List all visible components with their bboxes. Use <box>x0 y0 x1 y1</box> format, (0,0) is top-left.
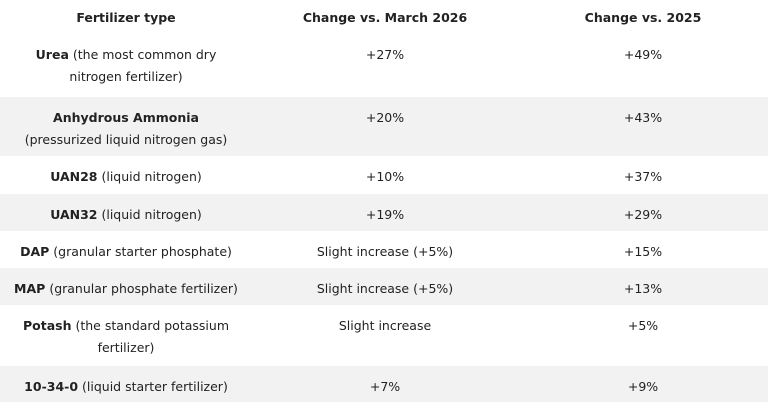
header-cell: Change vs. 2025 <box>584 9 702 25</box>
fertilizer-description: (granular starter phosphate) <box>53 244 232 259</box>
table-header: Fertilizer type Change vs. March 2026 Ch… <box>0 0 768 34</box>
table-row: UAN32 (liquid nitrogen) +19% +29% <box>0 194 768 231</box>
change-march-2026: +7% <box>369 379 401 394</box>
change-2025: +49% <box>623 47 663 62</box>
change-cell: Slight increase (+5%) <box>252 268 518 305</box>
change-cell: +20% <box>252 97 518 156</box>
fertilizer-cell: 10-34-0 (liquid starter fertilizer) <box>0 366 252 402</box>
fertilizer-name: UAN32 <box>50 207 98 222</box>
fertilizer-cell: UAN32 (liquid nitrogen) <box>0 194 252 231</box>
table-row: Potash (the standard potassium fertilize… <box>0 305 768 366</box>
fertilizer-cell: Potash (the standard potassium fertilize… <box>0 305 252 366</box>
fertilizer-name: Anhydrous Ammonia <box>53 110 199 125</box>
table-body: Urea (the most common dry nitrogen ferti… <box>0 34 768 402</box>
change-march-2026: +19% <box>365 207 405 222</box>
change-cell: +15% <box>518 231 768 268</box>
change-cell: +43% <box>518 97 768 156</box>
fertilizer-cell: MAP (granular phosphate fertilizer) <box>0 268 252 305</box>
fertilizer-cell: UAN28 (liquid nitrogen) <box>0 156 252 194</box>
fertilizer-cell: Anhydrous Ammonia (pressurized liquid ni… <box>0 97 252 156</box>
fertilizer-description: (pressurized liquid nitrogen gas) <box>24 132 228 147</box>
fertilizer-name: MAP <box>14 281 46 296</box>
fertilizer-description: (liquid nitrogen) <box>101 207 202 222</box>
fertilizer-name: DAP <box>20 244 50 259</box>
fertilizer-name: Urea <box>35 47 69 62</box>
change-march-2026: +10% <box>365 169 405 184</box>
table-row: Anhydrous Ammonia (pressurized liquid ni… <box>0 97 768 156</box>
fertilizer-name: 10-34-0 <box>24 379 79 394</box>
change-march-2026: +20% <box>365 110 405 125</box>
header-row: Fertilizer type Change vs. March 2026 Ch… <box>0 0 768 34</box>
table-row: DAP (granular starter phosphate) Slight i… <box>0 231 768 268</box>
fertilizer-cell: DAP (granular starter phosphate) <box>0 231 252 268</box>
change-march-2026: Slight increase <box>338 318 432 333</box>
fertilizer-name: Potash <box>22 318 72 333</box>
table-row: 10-34-0 (liquid starter fertilizer) +7% +9… <box>0 366 768 402</box>
change-2025: +15% <box>623 244 663 259</box>
change-march-2026: +27% <box>365 47 405 62</box>
change-march-2026: Slight increase (+5%) <box>316 281 454 296</box>
change-2025: +5% <box>627 318 659 333</box>
change-cell: +49% <box>518 34 768 97</box>
change-cell: +13% <box>518 268 768 305</box>
change-cell: +29% <box>518 194 768 231</box>
fertilizer-description: (granular phosphate fertilizer) <box>49 281 238 296</box>
fertilizer-name: UAN28 <box>50 169 98 184</box>
change-cell: +10% <box>252 156 518 194</box>
table-row: UAN28 (liquid nitrogen) +10% +37% <box>0 156 768 194</box>
change-cell: Slight increase (+5%) <box>252 231 518 268</box>
change-2025: +29% <box>623 207 663 222</box>
header-cell: Change vs. March 2026 <box>302 9 468 25</box>
change-cell: +5% <box>518 305 768 366</box>
change-march-2026: Slight increase (+5%) <box>316 244 454 259</box>
change-cell: +7% <box>252 366 518 402</box>
change-2025: +37% <box>623 169 663 184</box>
change-cell: +27% <box>252 34 518 97</box>
fertilizer-cell: Urea (the most common dry nitrogen ferti… <box>0 34 252 97</box>
change-cell: +9% <box>518 366 768 402</box>
change-2025: +43% <box>623 110 663 125</box>
header-cell: Fertilizer type <box>76 9 176 25</box>
change-cell: +37% <box>518 156 768 194</box>
change-cell: +19% <box>252 194 518 231</box>
change-cell: Slight increase <box>252 305 518 366</box>
change-2025: +9% <box>627 379 659 394</box>
fertilizer-description: (the most common dry nitrogen fertilizer… <box>69 47 217 84</box>
change-2025: +13% <box>623 281 663 296</box>
table-row: Urea (the most common dry nitrogen ferti… <box>0 34 768 97</box>
fertilizer-description: (liquid nitrogen) <box>101 169 202 184</box>
table-row: MAP (granular phosphate fertilizer) Sligh… <box>0 268 768 305</box>
fertilizer-description: (the standard potassium fertilizer) <box>75 318 229 355</box>
fertilizer-description: (liquid starter fertilizer) <box>82 379 228 394</box>
